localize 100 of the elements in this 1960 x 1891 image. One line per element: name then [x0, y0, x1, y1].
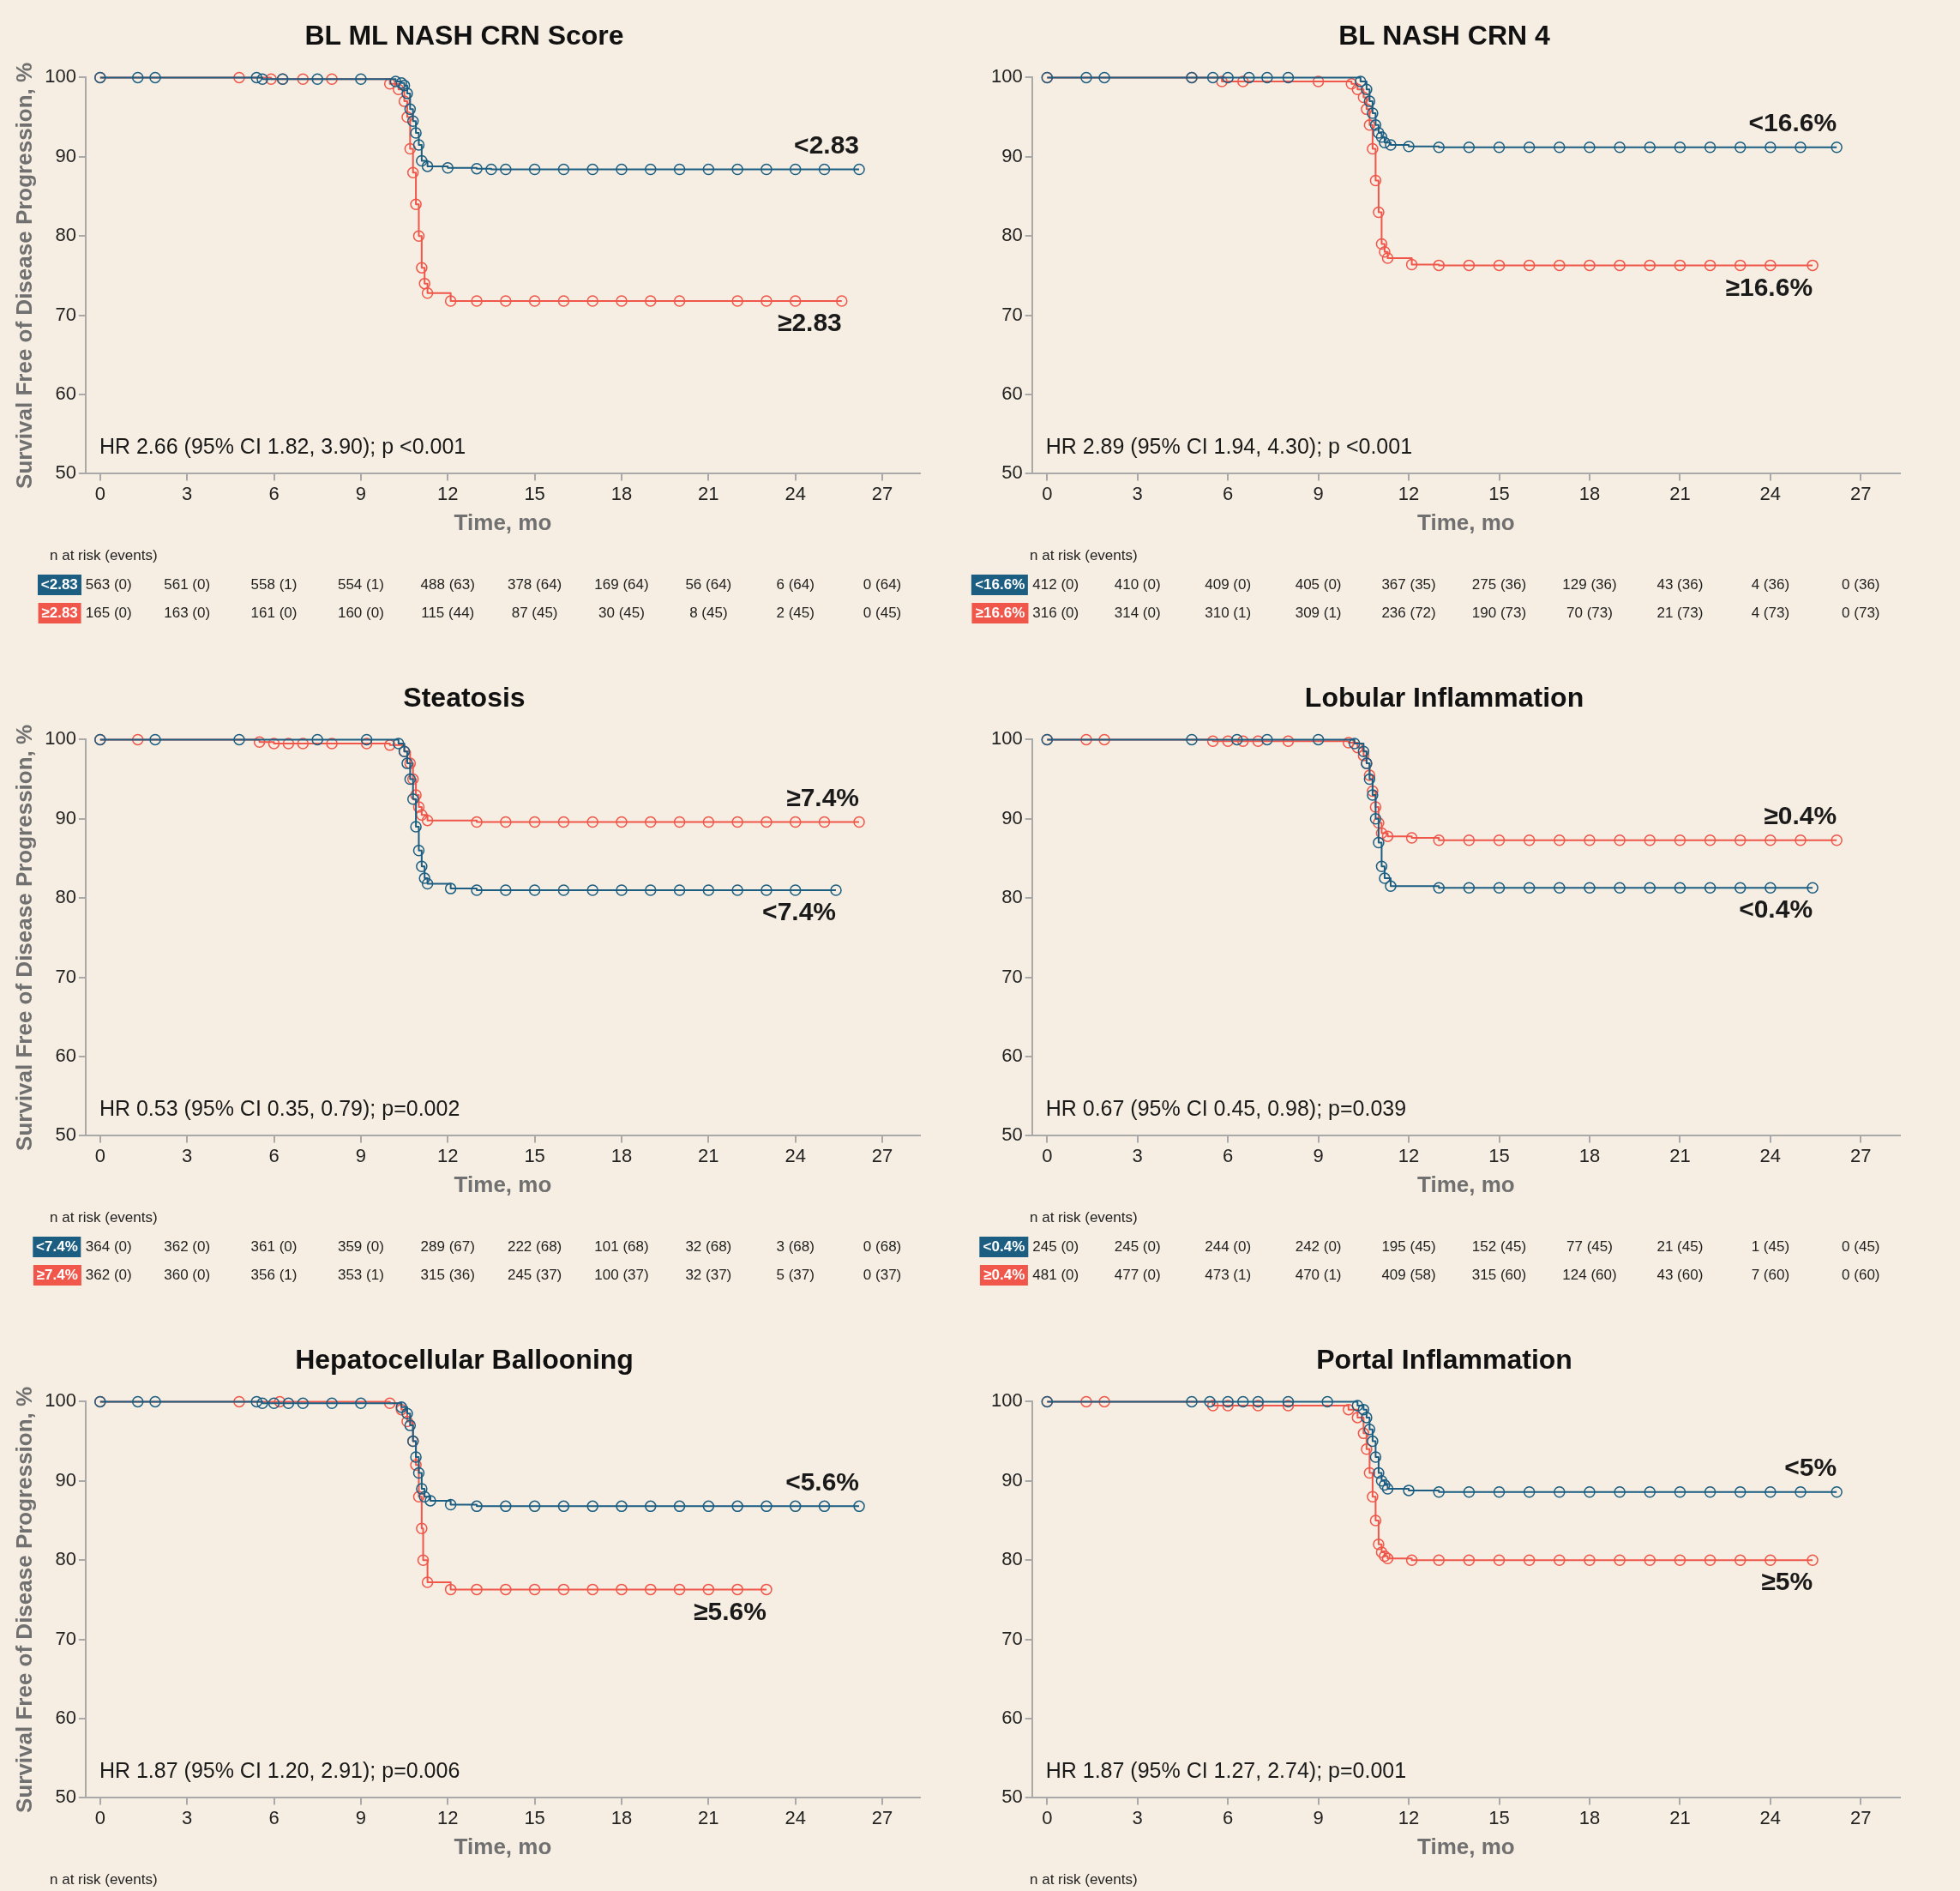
text: 0 (73): [1842, 605, 1880, 622]
x-tick-label: 18: [1578, 1144, 1601, 1166]
x-axis-title: Time, mo: [454, 1833, 552, 1859]
y-tick-label: 50: [1001, 1786, 1023, 1808]
text: 314 (0): [1114, 605, 1161, 622]
text: 6 (64): [776, 576, 815, 593]
text: 378 (64): [507, 576, 562, 593]
x-tick-label: 21: [698, 482, 719, 504]
text: n at risk (events): [50, 1209, 158, 1226]
y-tick-label: 50: [55, 1123, 76, 1146]
x-tick-label: 24: [785, 1144, 806, 1166]
text: 362 (0): [85, 1267, 132, 1284]
x-tick-label: 24: [785, 1806, 806, 1828]
text: 129 (36): [1562, 576, 1617, 593]
chart-title: Portal Inflammation: [1316, 1344, 1572, 1376]
x-tick-label: 12: [1398, 1144, 1420, 1166]
x-axis-title: Time, mo: [454, 509, 552, 535]
x-tick-label: 24: [1759, 482, 1782, 504]
text: 245 (37): [507, 1267, 562, 1284]
x-tick-label: 21: [1669, 482, 1691, 504]
text: 561 (0): [164, 576, 211, 593]
text: 410 (0): [1114, 576, 1161, 593]
y-tick-label: 80: [55, 224, 76, 246]
y-tick-label: 80: [1001, 1548, 1023, 1570]
text: 412 (0): [1032, 576, 1079, 593]
x-tick-label: 12: [1398, 482, 1420, 504]
series-label: <16.6%: [1748, 107, 1837, 136]
text: 309 (1): [1295, 605, 1342, 622]
text: <7.4%: [33, 1237, 81, 1257]
text: 7 (60): [1751, 1267, 1790, 1284]
x-tick-label: 12: [1398, 1806, 1420, 1828]
y-tick-label: 70: [55, 1627, 76, 1649]
text: 56 (64): [685, 576, 732, 593]
text: 87 (45): [511, 605, 558, 622]
text: ≥7.4%: [33, 1265, 81, 1286]
y-tick-label: 100: [990, 727, 1023, 750]
annotation: HR 2.89 (95% CI 1.94, 4.30); p <0.001: [1045, 433, 1413, 458]
y-tick-label: 70: [1001, 965, 1023, 987]
x-tick-label: 27: [871, 482, 893, 504]
x-tick-label: 9: [355, 1144, 367, 1166]
y-axis-title: Survival Free of Disease Progression, %: [10, 1386, 37, 1813]
x-tick-label: 0: [1042, 1806, 1053, 1828]
text: 100 (37): [594, 1267, 649, 1284]
text: 2 (45): [776, 605, 815, 622]
chart-title: Steatosis: [403, 682, 526, 714]
x-tick-label: 27: [1850, 482, 1872, 504]
x-tick-label: 12: [437, 1806, 459, 1828]
text: 4 (36): [1751, 576, 1790, 593]
text: 5 (37): [776, 1267, 815, 1284]
y-tick-label: 70: [55, 303, 76, 325]
x-axis-title: Time, mo: [454, 1171, 552, 1197]
series-label: <2.83: [794, 129, 860, 159]
text: n at risk (events): [1030, 1871, 1138, 1888]
text: 3 (68): [776, 1238, 815, 1256]
text: 409 (0): [1205, 576, 1252, 593]
y-tick-label: 80: [1001, 886, 1023, 908]
y-tick-label: 100: [990, 65, 1023, 87]
text: 8 (45): [689, 605, 728, 622]
text: 310 (1): [1205, 605, 1252, 622]
annotation: HR 0.67 (95% CI 0.45, 0.98); p=0.039: [1045, 1095, 1407, 1120]
x-tick-label: 27: [871, 1144, 893, 1166]
y-tick-label: 50: [55, 461, 76, 484]
x-tick-label: 3: [1132, 1144, 1143, 1166]
chart-title: Lobular Inflammation: [1304, 682, 1584, 714]
x-tick-label: 6: [268, 482, 280, 504]
x-tick-label: 24: [1759, 1144, 1782, 1166]
text: n at risk (events): [50, 1871, 158, 1888]
x-tick-label: 21: [1669, 1144, 1691, 1166]
x-tick-label: 6: [1223, 482, 1234, 504]
x-tick-label: 3: [1132, 1806, 1143, 1828]
text: 161 (0): [250, 605, 298, 622]
y-tick-label: 60: [1001, 1707, 1023, 1729]
text: 359 (0): [337, 1238, 384, 1256]
text: 160 (0): [337, 605, 384, 622]
text: 195 (45): [1381, 1238, 1436, 1256]
y-axis-title: Survival Free of Disease Progression, %: [10, 62, 37, 489]
series-label: <5%: [1784, 1453, 1837, 1481]
text: <0.4%: [979, 1237, 1029, 1257]
x-tick-label: 21: [698, 1144, 719, 1166]
text: 315 (36): [420, 1267, 475, 1284]
text: 236 (72): [1381, 605, 1436, 622]
x-tick-label: 24: [1759, 1806, 1782, 1828]
series-label: ≥7.4%: [786, 782, 860, 811]
text: ≥2.83: [38, 603, 81, 623]
x-axis-title: Time, mo: [1417, 509, 1515, 535]
text: 477 (0): [1114, 1267, 1161, 1284]
series-label: ≥0.4%: [1764, 801, 1837, 830]
x-tick-label: 9: [1313, 1144, 1324, 1166]
text: 554 (1): [337, 576, 384, 593]
text: 362 (0): [164, 1238, 211, 1256]
y-tick-label: 100: [45, 65, 76, 87]
series-label: ≥5.6%: [694, 1596, 767, 1625]
x-tick-label: 3: [182, 1144, 193, 1166]
text: 43 (36): [1656, 576, 1704, 593]
x-tick-label: 24: [785, 482, 806, 504]
text: 245 (0): [1032, 1238, 1079, 1256]
x-tick-label: 27: [1850, 1144, 1872, 1166]
y-tick-label: 50: [1001, 1123, 1023, 1146]
y-tick-label: 100: [45, 727, 76, 750]
text: 43 (60): [1656, 1267, 1704, 1284]
